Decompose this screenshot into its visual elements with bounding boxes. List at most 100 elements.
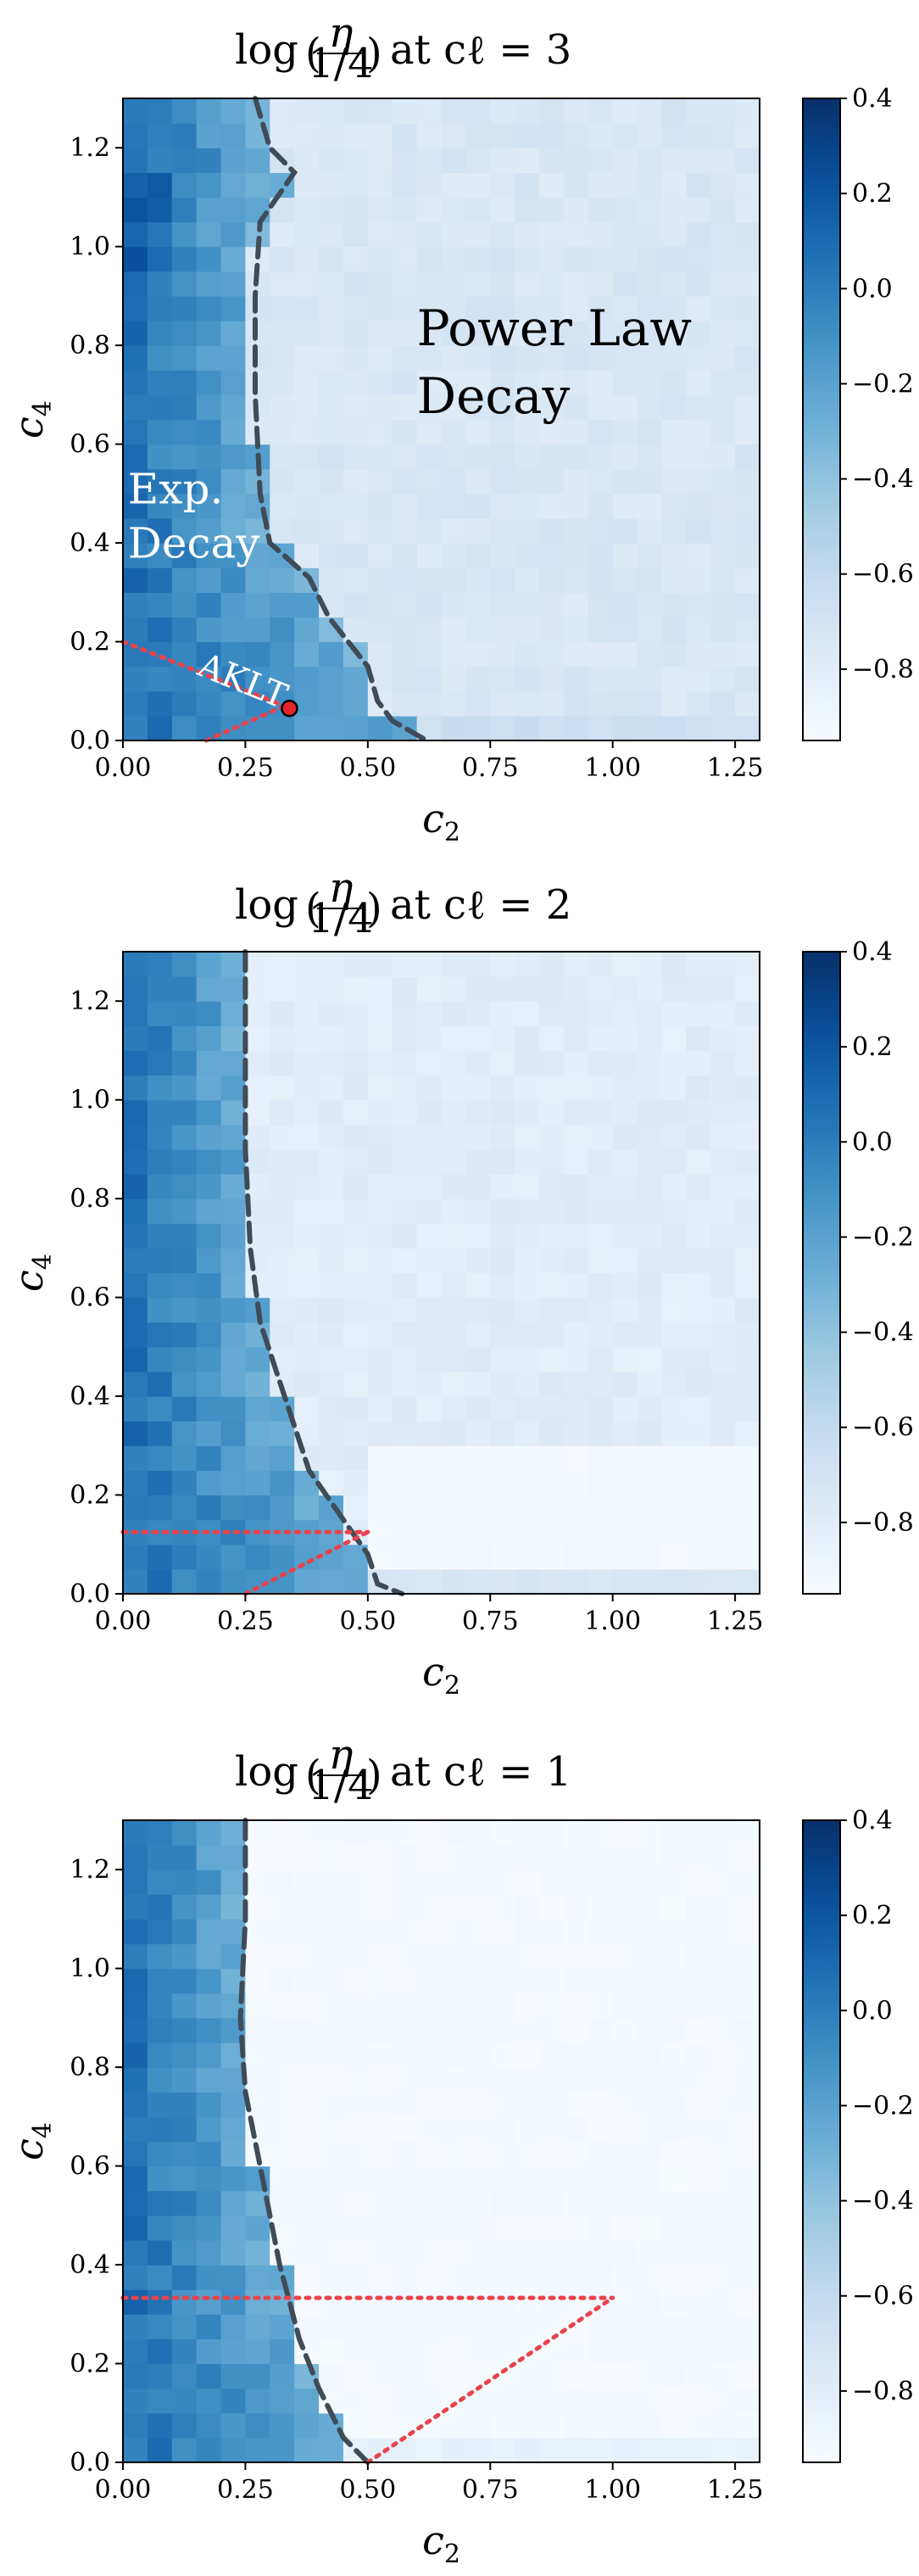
- heatmap-cell: [441, 321, 466, 346]
- heatmap-cell: [392, 2314, 418, 2340]
- heatmap-cell: [171, 2141, 198, 2167]
- colorbar-tick-label: −0.4: [852, 1318, 914, 1348]
- heatmap-cell: [465, 1174, 491, 1199]
- heatmap-cell: [147, 2116, 173, 2143]
- heatmap-cell: [367, 517, 393, 544]
- heatmap-cell: [637, 1396, 663, 1422]
- heatmap-cell: [661, 617, 687, 643]
- heatmap-cell: [147, 1099, 173, 1126]
- heatmap-cell: [343, 394, 369, 421]
- heatmap-cell: [539, 1396, 565, 1422]
- heatmap-cell: [735, 641, 760, 668]
- heatmap-cell: [735, 2239, 760, 2266]
- heatmap-cell: [245, 1992, 270, 2019]
- heatmap-cell: [196, 567, 222, 593]
- heatmap-cell: [686, 2437, 711, 2463]
- heatmap-cell: [539, 1919, 565, 1945]
- heatmap-cell: [686, 444, 711, 470]
- heatmap-cell: [270, 419, 295, 445]
- heatmap-cell: [465, 98, 491, 124]
- heatmap-cell: [661, 1346, 687, 1372]
- heatmap-cells: [123, 1820, 760, 2463]
- heatmap-cell: [147, 1124, 173, 1150]
- heatmap-cell: [686, 221, 711, 248]
- heatmap-cell: [319, 2215, 344, 2241]
- heatmap-cell: [441, 1544, 466, 1570]
- heatmap-cell: [416, 1519, 443, 1545]
- heatmap-cell: [416, 2289, 443, 2315]
- heatmap-cell: [661, 172, 687, 198]
- heatmap-cell: [539, 2265, 565, 2290]
- heatmap-cell: [294, 1943, 320, 1970]
- heatmap-cell: [710, 444, 736, 470]
- heatmap-cell: [710, 2239, 736, 2266]
- heatmap-cell: [245, 1968, 270, 1994]
- heatmap-cell: [319, 1371, 344, 1397]
- heatmap-cell: [343, 592, 369, 618]
- heatmap-cell: [441, 493, 466, 519]
- heatmap-cell: [735, 2412, 760, 2439]
- heatmap-cell: [220, 1322, 247, 1348]
- heatmap-cell: [686, 2412, 711, 2439]
- heatmap-cell: [196, 592, 222, 618]
- heatmap-cell: [441, 345, 466, 371]
- heatmap-cell: [661, 1371, 687, 1397]
- heatmap-cell: [220, 1223, 247, 1249]
- heatmap-cell: [245, 2042, 270, 2068]
- heatmap-cell: [294, 1025, 320, 1052]
- heatmap-cell: [416, 1421, 443, 1446]
- heatmap-cell: [539, 1943, 565, 1970]
- heatmap-cell: [686, 468, 711, 495]
- heatmap-cell: [367, 2388, 393, 2414]
- heatmap-cell: [270, 1869, 295, 1895]
- heatmap-cell: [612, 172, 638, 198]
- heatmap-cell: [612, 2190, 638, 2216]
- heatmap-cell: [367, 2215, 393, 2241]
- heatmap-cell: [686, 295, 711, 321]
- heatmap-cell: [245, 1124, 270, 1150]
- heatmap-cell: [392, 1148, 418, 1175]
- heatmap-cell: [735, 1568, 760, 1595]
- annotation-line: Exp.: [128, 464, 224, 513]
- heatmap-cell: [441, 246, 466, 272]
- heatmap-cell: [343, 1445, 369, 1472]
- heatmap-cell: [588, 493, 614, 519]
- heatmap-cell: [441, 2092, 466, 2117]
- heatmap-cell: [245, 592, 270, 618]
- heatmap-cell: [343, 172, 369, 198]
- heatmap-cell: [147, 1820, 173, 1846]
- heatmap-cell: [612, 1001, 638, 1026]
- heatmap-cell: [147, 1894, 173, 1920]
- heatmap-cell: [343, 246, 369, 272]
- heatmap-cell: [686, 1322, 711, 1348]
- heatmap-cell: [245, 321, 270, 346]
- heatmap-cell: [171, 1199, 198, 1224]
- heatmap-cell: [686, 2141, 711, 2167]
- heatmap-cell: [539, 1470, 565, 1496]
- heatmap-cell: [294, 345, 320, 371]
- heatmap-cell: [196, 2141, 222, 2167]
- heatmap-cell: [392, 1272, 418, 1299]
- heatmap-cell: [465, 1199, 491, 1224]
- heatmap-cell: [612, 1992, 638, 2019]
- heatmap-cell: [319, 468, 344, 495]
- heatmap-cell: [612, 2116, 638, 2143]
- heatmap-cell: [563, 2388, 589, 2414]
- heatmap-cell: [588, 221, 614, 248]
- heatmap-cell: [270, 2141, 295, 2167]
- heatmap-cell: [392, 345, 418, 371]
- heatmap-cell: [735, 1421, 760, 1446]
- heatmap-cell: [392, 2412, 418, 2439]
- heatmap-cell: [735, 1248, 760, 1274]
- heatmap-cell: [294, 419, 320, 445]
- heatmap-cell: [343, 1495, 369, 1521]
- x-axis-label: c2: [422, 2517, 460, 2569]
- heatmap-cell: [710, 246, 736, 272]
- heatmap-cell: [661, 666, 687, 692]
- heatmap-cell: [343, 493, 369, 519]
- heatmap-cell: [612, 666, 638, 692]
- heatmap-cell: [710, 715, 736, 741]
- heatmap-cell: [612, 1174, 638, 1199]
- heatmap-cell: [123, 1025, 148, 1052]
- heatmap-cell: [270, 1050, 295, 1076]
